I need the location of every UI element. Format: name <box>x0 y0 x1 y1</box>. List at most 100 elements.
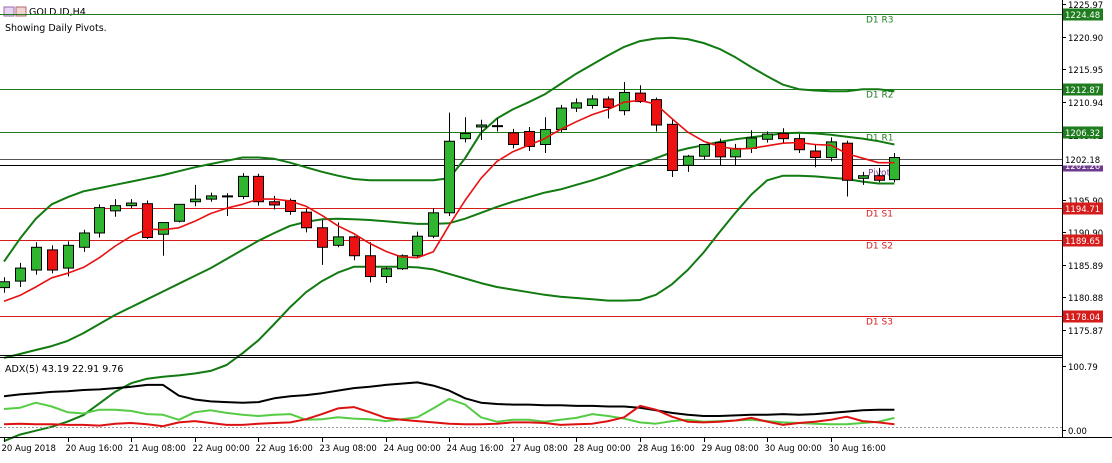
candle-body <box>826 141 837 159</box>
bullish-candle <box>858 171 869 185</box>
candle-body <box>0 281 10 289</box>
candle-body <box>508 132 519 146</box>
bullish-candle <box>428 208 439 239</box>
bullish-candle <box>476 119 487 140</box>
price-tag-label: 1201.26 <box>1065 162 1100 172</box>
candle-body <box>126 202 137 207</box>
adx-series-line <box>3 404 895 428</box>
price-axis: 1225.971220.901215.951210.941205.921200.… <box>1062 1 1103 337</box>
bullish-candle <box>540 117 551 153</box>
window-icon <box>3 6 15 17</box>
candle-body <box>222 195 233 198</box>
price-tag-label: 1212.87 <box>1065 86 1100 96</box>
bearish-candle <box>253 173 264 206</box>
pivot-level-name: D1 R2 <box>866 91 894 101</box>
pivots-note: Showing Daily Pivots. <box>5 23 107 34</box>
candle-body <box>47 249 58 271</box>
pivot-level-name: D1 R1 <box>866 134 894 144</box>
bullish-candle <box>126 199 137 209</box>
adx-panel: ADX(5) 43.19 22.91 9.76 <box>0 364 1062 428</box>
candle-body <box>317 227 328 248</box>
candle-body <box>365 255 376 278</box>
moving-average <box>3 99 895 303</box>
price-tag <box>1063 8 1103 21</box>
candle-body <box>587 98 598 106</box>
bearish-candle <box>508 128 519 149</box>
candle-body <box>746 137 757 149</box>
candle-body <box>476 124 487 128</box>
time-tick-label: 27 Aug 08:00 <box>511 444 568 454</box>
adx-series-line <box>3 397 895 426</box>
bearish-candle <box>47 245 58 274</box>
time-tick-label: 20 Aug 2018 <box>2 444 56 454</box>
candle-body <box>206 195 217 200</box>
price-tick-label: 1190.90 <box>1068 229 1103 239</box>
price-tick-label: 1175.87 <box>1068 327 1103 337</box>
candle-body <box>524 130 535 147</box>
adx-tick-label: 100.79 <box>1068 363 1098 373</box>
price-tag-label: 1194.71 <box>1065 205 1100 215</box>
candle-body <box>63 244 74 269</box>
symbol-label: GOLD.ID,H4 <box>29 7 86 18</box>
bullish-candle <box>762 131 773 143</box>
price-tick-label: 1185.89 <box>1068 262 1103 272</box>
price-tick-label: 1215.95 <box>1068 66 1103 76</box>
candle-body <box>778 132 789 140</box>
pivot-level-name: D1 R3 <box>866 16 894 26</box>
bearish-candle <box>269 195 280 210</box>
candle-body <box>794 138 805 151</box>
candle-body <box>842 142 853 181</box>
candle-body <box>253 175 264 203</box>
bearish-candle <box>651 97 662 132</box>
adx-axis: 100.79 0.00 <box>1062 363 1098 437</box>
time-tick-label: 21 Aug 08:00 <box>129 444 186 454</box>
time-tick-label: 23 Aug 08:00 <box>320 444 377 454</box>
candle-body <box>397 255 408 270</box>
bearish-candle <box>317 219 328 265</box>
candle-body <box>94 207 105 234</box>
candle-body <box>349 236 360 257</box>
candle-body <box>333 236 344 246</box>
bullish-candle <box>699 144 710 160</box>
bullish-candle <box>460 117 471 143</box>
time-tick-label: 28 Aug 00:00 <box>574 444 631 454</box>
candle-body <box>15 267 26 282</box>
pivot-level-name: D1 S2 <box>866 242 893 252</box>
current-price-tag <box>1063 153 1103 166</box>
candle-body <box>874 175 885 181</box>
candle-body <box>381 268 392 278</box>
bearish-candle <box>301 208 312 233</box>
bullish-candle <box>444 112 455 217</box>
pivot-level-name: D1 S1 <box>866 210 893 220</box>
price-tick-label: 1195.90 <box>1068 197 1103 207</box>
time-tick-label: 29 Aug 08:00 <box>702 444 759 454</box>
bearish-candle <box>874 167 885 183</box>
bearish-candle <box>222 193 233 217</box>
price-tick-label: 1210.94 <box>1068 99 1103 109</box>
adx-title: ADX(5) 43.19 22.91 9.76 <box>5 364 123 375</box>
price-tag <box>1063 126 1103 139</box>
price-tag <box>1063 310 1103 323</box>
candle-body <box>190 198 201 203</box>
time-tick-label: 24 Aug 16:00 <box>447 444 504 454</box>
candlestick-series <box>0 82 900 293</box>
candle-body <box>444 140 455 214</box>
adx-tick-label: 0.00 <box>1068 427 1087 437</box>
price-tick-label: 1180.88 <box>1068 294 1103 304</box>
bullish-candle <box>110 199 121 217</box>
price-tag <box>1063 83 1103 96</box>
bearish-candle <box>842 140 853 197</box>
pivot-level-name: D1 S3 <box>866 318 893 328</box>
candle-body <box>635 92 646 103</box>
bullish-candle <box>63 241 74 277</box>
candle-body <box>571 102 582 109</box>
time-tick-label: 24 Aug 00:00 <box>384 444 441 454</box>
candle-body <box>79 232 90 248</box>
adx-series-line <box>3 381 895 417</box>
time-tick-label: 30 Aug 16:00 <box>829 444 886 454</box>
candle-body <box>492 125 503 128</box>
candle-body <box>31 246 42 271</box>
